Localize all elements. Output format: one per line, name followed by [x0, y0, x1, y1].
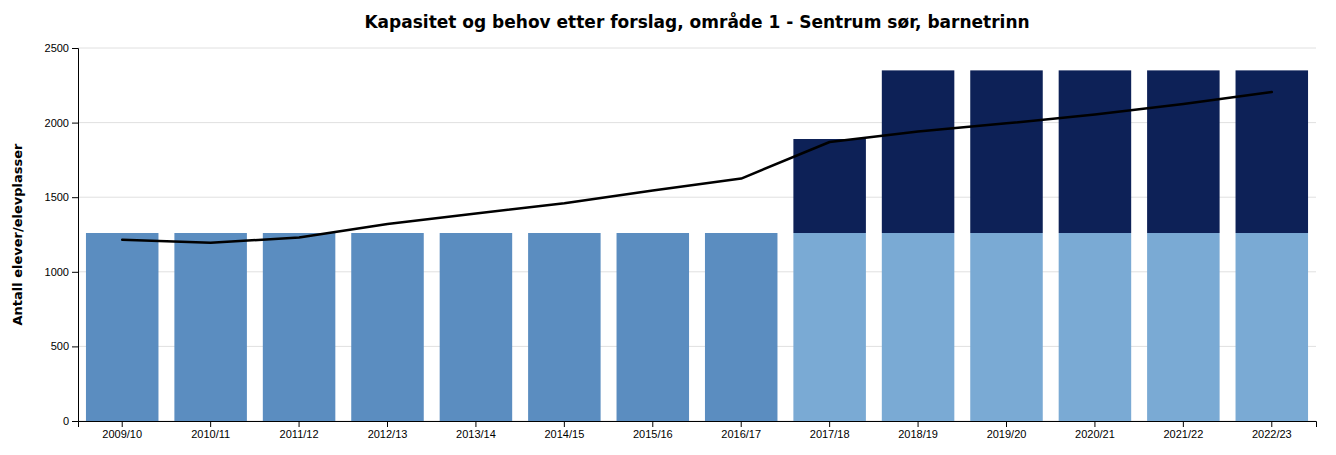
x-tick-mark	[1271, 421, 1272, 427]
y-tick: 500	[51, 340, 78, 352]
x-tick-mark	[122, 421, 123, 427]
plot: 0 500 1000 1500 2000 2500 2009/10 2010/11 2011/1…	[45, 42, 1317, 440]
x-tick: 2014/15	[544, 421, 584, 440]
x-tick: 2012/13	[368, 421, 408, 440]
y-tick: 0	[63, 415, 78, 427]
bar-series	[86, 233, 1308, 421]
bar	[174, 233, 247, 234]
y-tick-label: 1000	[45, 266, 69, 278]
bar	[86, 233, 159, 234]
bar	[1147, 233, 1220, 421]
x-tick-label: 2018/19	[898, 428, 938, 440]
x-tick-label: 2020/21	[1075, 428, 1115, 440]
demand-line	[122, 92, 1272, 243]
bar	[882, 70, 955, 233]
x-tick: 2015/16	[633, 421, 673, 440]
y-tick-mark	[72, 346, 78, 347]
bar	[705, 233, 778, 234]
bar	[1059, 233, 1132, 421]
chart: 0 500 1000 1500 2000 2500 2009/10 2010/11 2011/1…	[0, 0, 1336, 455]
x-tick: 2013/14	[456, 421, 496, 440]
x-tick-label: 2012/13	[368, 428, 408, 440]
x-tick-mark	[918, 421, 919, 427]
y-tick-mark	[72, 48, 78, 49]
x-tick-label: 2014/15	[544, 428, 584, 440]
y-tick: 2500	[45, 42, 78, 54]
x-axis: 2009/10 2010/11 2011/12 2012/13 2013/14 2014/…	[79, 421, 1317, 440]
x-tick-mark	[475, 421, 476, 427]
x-tick-mark	[1094, 421, 1095, 427]
bar	[440, 233, 513, 234]
title: Kapasitet og behov etter forslag, område…	[364, 11, 1029, 32]
x-tick-mark	[210, 421, 211, 427]
y-tick-mark	[72, 123, 78, 124]
x-axis-line	[79, 422, 1317, 428]
y-tick-label: 2500	[45, 42, 69, 54]
x-tick: 2020/21	[1075, 421, 1115, 440]
bar	[970, 70, 1043, 233]
x-tick-label: 2021/22	[1163, 428, 1203, 440]
bar	[263, 233, 336, 421]
bar	[528, 233, 601, 234]
grid-line	[78, 48, 1316, 49]
x-tick-label: 2013/14	[456, 428, 496, 440]
x-tick-mark	[741, 421, 742, 427]
x-tick: 2018/19	[898, 421, 938, 440]
x-tick-label: 2019/20	[987, 428, 1027, 440]
x-tick-label: 2011/12	[280, 428, 319, 440]
bar	[351, 233, 424, 234]
bar	[970, 233, 1043, 421]
bar	[1147, 70, 1220, 233]
y-tick-label: 0	[63, 415, 69, 427]
x-tick-mark	[1006, 421, 1007, 427]
x-tick-mark	[829, 421, 830, 427]
x-tick-mark	[1183, 421, 1184, 427]
x-tick-label: 2017/18	[810, 428, 850, 440]
x-tick-mark	[652, 421, 653, 427]
y-tick: 1500	[45, 191, 78, 203]
x-tick-mark	[299, 421, 300, 427]
bar	[793, 233, 866, 421]
y-tick: 1000	[45, 266, 78, 278]
y-tick-mark	[72, 272, 78, 273]
y-tick: 2000	[45, 117, 78, 129]
y-axis: 0 500 1000 1500 2000 2500	[45, 42, 79, 427]
bar	[174, 233, 247, 421]
x-tick-label: 2009/10	[102, 428, 142, 440]
y-axis-title: Antall elever/elevplasser	[10, 143, 25, 326]
bar	[705, 233, 778, 421]
x-tick: 2011/12	[280, 421, 319, 440]
bar-series	[793, 70, 1308, 233]
bar	[617, 233, 690, 234]
bar	[882, 233, 955, 421]
bar	[528, 233, 601, 421]
x-tick: 2009/10	[102, 421, 142, 440]
bar	[1236, 233, 1309, 421]
y-tick-mark	[72, 197, 78, 198]
x-tick: 2010/11	[191, 421, 230, 440]
y-tick-label: 500	[51, 340, 69, 352]
x-tick-label: 2010/11	[191, 428, 230, 440]
y-axis-line	[72, 49, 79, 422]
x-tick-label: 2015/16	[633, 428, 673, 440]
x-tick-label: 2016/17	[721, 428, 761, 440]
x-tick-mark	[387, 421, 388, 427]
y-tick-label: 1500	[45, 191, 69, 203]
x-tick-label: 2022/23	[1252, 428, 1292, 440]
x-tick: 2016/17	[721, 421, 761, 440]
y-tick-label: 2000	[45, 117, 69, 129]
bar	[617, 233, 690, 421]
marks	[86, 70, 1308, 421]
bar	[86, 233, 159, 421]
x-tick: 2021/22	[1163, 421, 1203, 440]
bar	[1059, 70, 1132, 233]
x-tick-mark	[564, 421, 565, 427]
bar	[351, 233, 424, 421]
x-tick: 2019/20	[987, 421, 1027, 440]
y-tick-mark	[72, 421, 78, 422]
x-tick: 2022/23	[1252, 421, 1292, 440]
bar	[440, 233, 513, 421]
x-tick: 2017/18	[810, 421, 850, 440]
grid	[78, 48, 1316, 421]
